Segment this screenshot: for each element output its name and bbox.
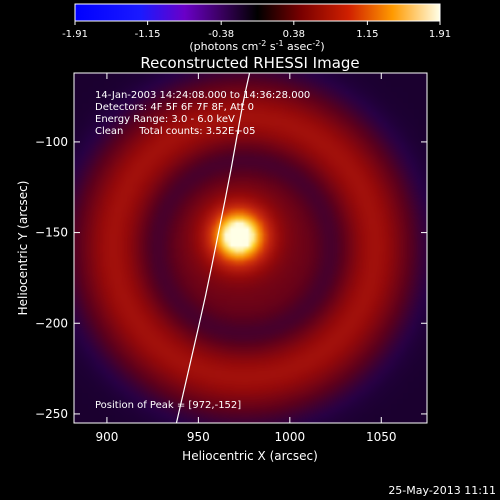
y-tick-label: −200 — [35, 316, 68, 330]
peak-label: Position of Peak = [972,-152] — [95, 400, 241, 411]
colorbar-ticks: -1.91 -1.15 -0.38 0.38 1.15 1.91 — [62, 21, 451, 40]
x-axis-ticks: 900 950 1000 1050 — [95, 73, 397, 444]
chart-title: Reconstructed RHESSI Image — [140, 54, 359, 72]
info-block: 14-Jan-2003 14:24:08.000 to 14:36:28.000… — [95, 90, 310, 137]
x-axis-label: Heliocentric X (arcsec) — [182, 449, 318, 463]
y-tick-label: −100 — [35, 135, 68, 149]
info-line-energy: Energy Range: 3.0 - 6.0 keV — [95, 114, 235, 125]
y-tick-label: −150 — [35, 226, 68, 240]
colorbar-tick-label: 0.38 — [283, 29, 305, 40]
plot-frame — [73, 72, 428, 424]
colorbar — [74, 3, 441, 22]
x-tick-label: 1050 — [366, 430, 397, 444]
y-axis-ticks: −100 −150 −200 −250 — [35, 135, 427, 421]
x-tick-label: 950 — [187, 430, 210, 444]
colorbar-tick-label: -1.91 — [62, 29, 88, 40]
info-line-detectors: Detectors: 4F 5F 6F 7F 8F, Att 0 — [95, 102, 254, 113]
y-tick-label: −250 — [35, 407, 68, 421]
colorbar-tick-label: 1.15 — [356, 29, 378, 40]
colorbar-tick-label: -0.38 — [208, 29, 234, 40]
y-axis-label: Heliocentric Y (arcsec) — [16, 181, 30, 316]
colorbar-label: (photons cm-2 s-1 asec-2) — [189, 39, 324, 53]
info-line-counts: Clean Total counts: 3.52E+05 — [95, 126, 255, 137]
colorbar-tick-label: 1.91 — [429, 29, 451, 40]
timestamp: 25-May-2013 11:11 — [388, 484, 496, 497]
solar-limb-line — [175, 73, 251, 423]
x-tick-label: 900 — [95, 430, 118, 444]
info-line-time: 14-Jan-2003 14:24:08.000 to 14:36:28.000 — [95, 90, 310, 101]
colorbar-tick-label: -1.15 — [135, 29, 161, 40]
x-tick-label: 1000 — [275, 430, 306, 444]
heatmap-image — [74, 73, 427, 423]
